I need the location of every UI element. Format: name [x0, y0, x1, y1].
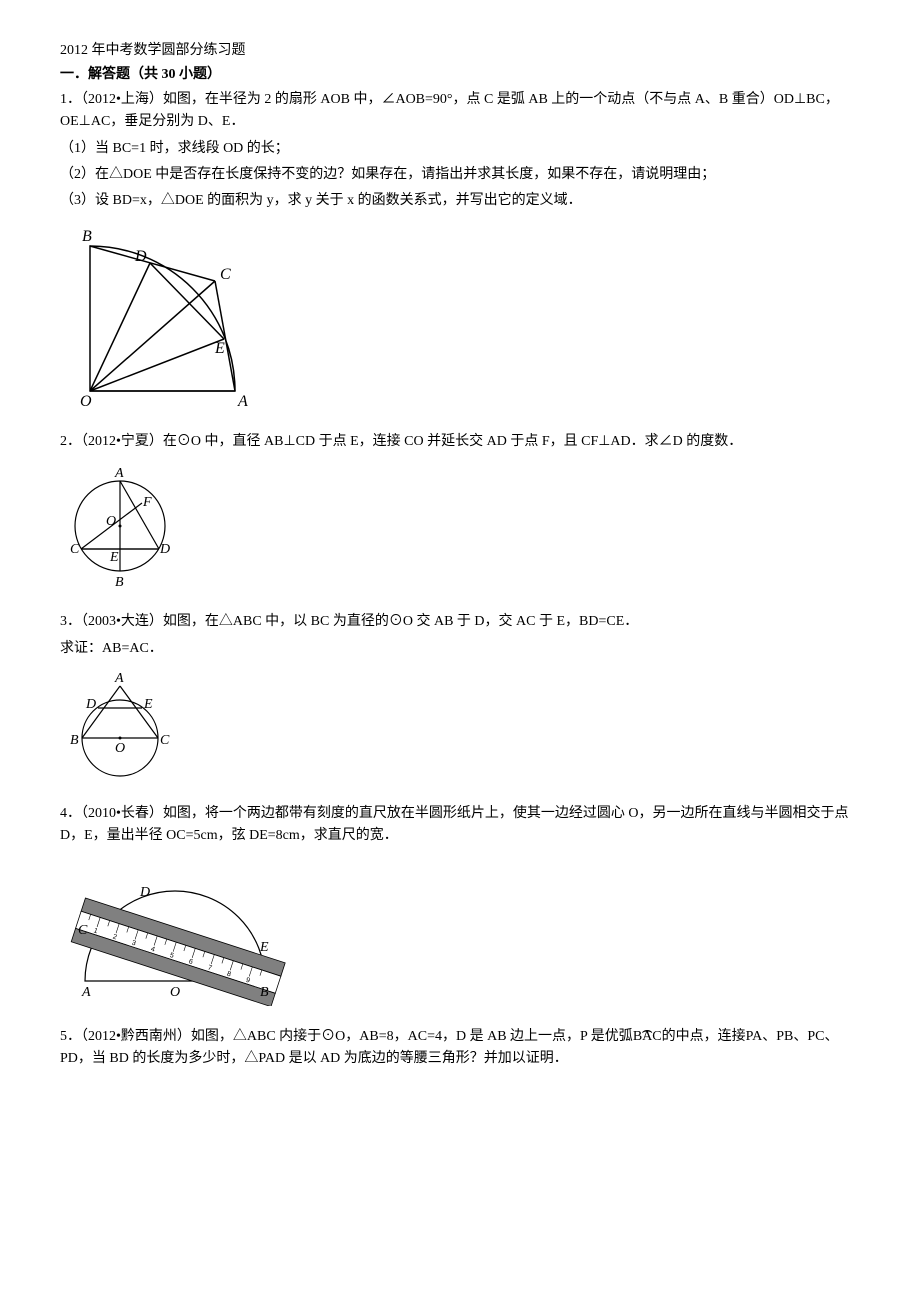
- section-header: 一．解答题（共 30 小题）: [60, 64, 860, 86]
- label-D: D: [134, 248, 147, 265]
- label-C: C: [220, 266, 231, 283]
- problem-2-figure: A F O C E D B: [60, 461, 860, 591]
- label-E: E: [109, 550, 119, 565]
- problem-5-before: 5．（2012•黔西南州）如图，△ABC 内接于⊙O，AB=8，AC=4，D 是…: [60, 1029, 633, 1044]
- problem-1-intro: 1．（2012•上海）如图，在半径为 2 的扇形 AOB 中，∠AOB=90°，…: [60, 89, 860, 134]
- label-F: F: [142, 495, 152, 510]
- label-B: B: [70, 733, 79, 748]
- problem-2-intro: 2．（2012•宁夏）在⊙O 中，直径 AB⊥CD 于点 E，连接 CO 并延长…: [60, 431, 860, 453]
- problem-1-figure: B D C E O A: [60, 221, 860, 411]
- label-E: E: [259, 940, 269, 955]
- problem-4-figure: 123 456 789 D C E A O B: [60, 856, 860, 1006]
- label-B: B: [115, 575, 124, 590]
- problem-5: 5．（2012•黔西南州）如图，△ABC 内接于⊙O，AB=8，AC=4，D 是…: [60, 1026, 860, 1071]
- label-E: E: [214, 340, 225, 357]
- label-O: O: [115, 741, 125, 756]
- label-D: D: [139, 885, 150, 900]
- problem-4-intro: 4．（2010•长春）如图，将一个两边都带有刻度的直尺放在半圆形纸片上，使其一边…: [60, 803, 860, 848]
- label-C: C: [78, 923, 88, 938]
- problem-1-sub1: （1）当 BC=1 时，求线段 OD 的长；: [60, 138, 860, 160]
- problem-1-sub2: （2）在△DOE 中是否存在长度保持不变的边？如果存在，请指出并求其长度，如果不…: [60, 164, 860, 186]
- label-O: O: [170, 985, 180, 1000]
- label-C: C: [160, 733, 170, 748]
- problem-1: 1．（2012•上海）如图，在半径为 2 的扇形 AOB 中，∠AOB=90°，…: [60, 89, 860, 411]
- label-E: E: [143, 697, 153, 712]
- problem-3-intro: 3．（2003•大连）如图，在△ABC 中，以 BC 为直径的⊙O 交 AB 于…: [60, 611, 860, 633]
- problem-3-prove: 求证：AB=AC．: [60, 638, 860, 660]
- label-D: D: [85, 697, 96, 712]
- label-C: C: [70, 542, 80, 557]
- label-B: B: [260, 985, 269, 1000]
- label-O: O: [80, 393, 92, 410]
- label-D: D: [159, 542, 170, 557]
- label-B: B: [82, 228, 92, 245]
- problem-5-intro: 5．（2012•黔西南州）如图，△ABC 内接于⊙O，AB=8，AC=4，D 是…: [60, 1026, 860, 1071]
- problem-3-figure: A D E B O C: [60, 668, 860, 783]
- problem-4: 4．（2010•长春）如图，将一个两边都带有刻度的直尺放在半圆形纸片上，使其一边…: [60, 803, 860, 1006]
- label-A: A: [114, 671, 124, 686]
- label-O: O: [106, 514, 116, 529]
- label-A: A: [237, 393, 248, 410]
- label-A: A: [81, 985, 91, 1000]
- problem-2: 2．（2012•宁夏）在⊙O 中，直径 AB⊥CD 于点 E，连接 CO 并延长…: [60, 431, 860, 591]
- document-title: 2012 年中考数学圆部分练习题: [60, 40, 860, 62]
- label-A: A: [114, 466, 124, 481]
- problem-1-sub3: （3）设 BD=x，△DOE 的面积为 y，求 y 关于 x 的函数关系式，并写…: [60, 190, 860, 212]
- problem-3: 3．（2003•大连）如图，在△ABC 中，以 BC 为直径的⊙O 交 AB 于…: [60, 611, 860, 783]
